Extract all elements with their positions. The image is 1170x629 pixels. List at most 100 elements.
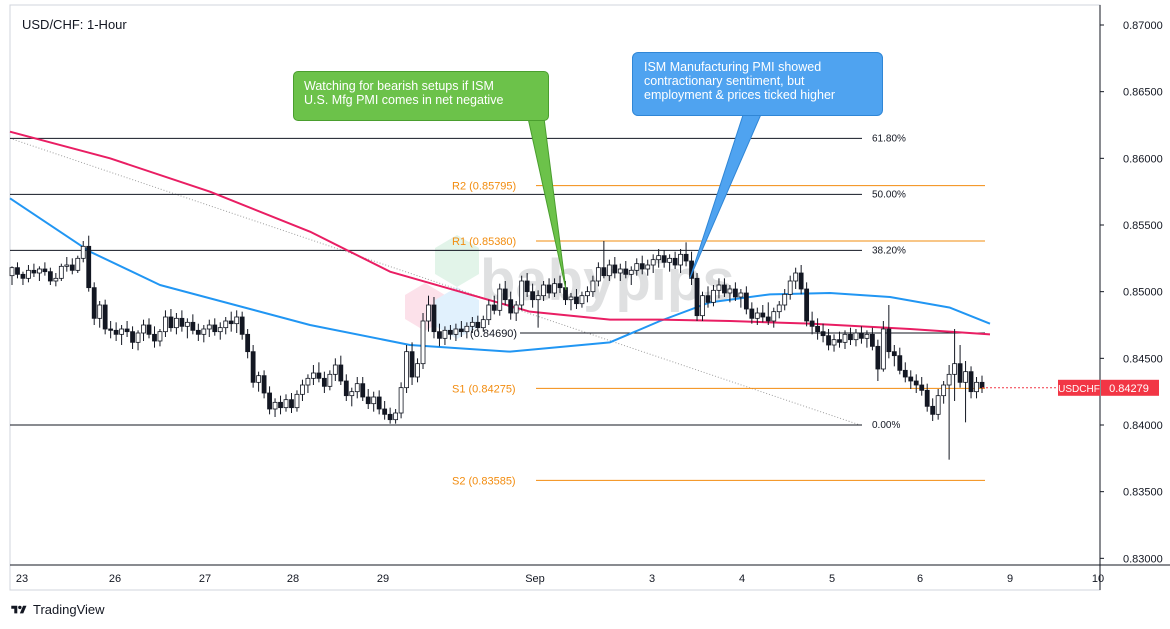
candle <box>157 329 163 347</box>
candle <box>732 282 738 301</box>
blue-annotation-line: contractionary sentiment, but <box>644 74 805 88</box>
candle <box>853 329 859 347</box>
candle <box>869 327 875 351</box>
candle <box>776 301 782 319</box>
candle-body <box>705 295 711 303</box>
candle <box>108 321 114 339</box>
candle-body <box>804 288 810 322</box>
candle-body <box>426 304 431 322</box>
blue-annotation-line: ISM Manufacturing PMI showed <box>644 60 822 74</box>
candle <box>738 289 744 308</box>
candle <box>924 383 930 412</box>
candle <box>37 266 42 281</box>
candle-body <box>935 395 941 415</box>
candle-body <box>26 269 31 279</box>
candle <box>519 275 525 311</box>
candle-body <box>541 284 546 297</box>
candle-body <box>58 265 64 279</box>
tradingview-footer[interactable]: TradingView <box>10 602 105 617</box>
candle-body <box>771 311 777 322</box>
candle-body <box>289 399 294 409</box>
price-tick-label: 0.86000 <box>1123 153 1163 165</box>
candle-body <box>617 268 623 274</box>
candle <box>305 374 311 393</box>
candle <box>179 310 185 332</box>
candle-body <box>371 396 377 405</box>
candle-body <box>606 264 612 277</box>
candle-body <box>574 296 579 305</box>
candle-body <box>853 332 859 341</box>
price-tick-label: 0.84500 <box>1123 353 1163 365</box>
candle-body <box>974 381 979 393</box>
candle <box>672 251 678 269</box>
candle <box>58 263 64 281</box>
candle <box>711 285 716 307</box>
candle <box>47 267 53 285</box>
candle-body <box>475 321 481 329</box>
candle-body <box>793 272 799 282</box>
candle <box>513 301 519 321</box>
candle-body <box>256 375 262 383</box>
candle-body <box>749 308 755 319</box>
candle-body <box>869 333 875 347</box>
candle <box>842 330 848 349</box>
candle-body <box>174 317 179 329</box>
candle-body <box>782 293 788 306</box>
candle <box>897 347 903 375</box>
candle-body <box>146 324 152 335</box>
candle <box>283 394 289 412</box>
candle <box>398 382 404 419</box>
pivot-level-label: R2 (0.85795) <box>452 181 516 193</box>
candle <box>311 365 316 385</box>
candle-body <box>634 263 640 271</box>
candle <box>152 326 157 348</box>
candle <box>585 286 590 303</box>
candle <box>771 307 777 328</box>
candle <box>294 390 300 412</box>
candle-body <box>267 392 272 410</box>
candle <box>623 261 629 279</box>
candle-body <box>585 291 590 297</box>
candle <box>393 409 399 424</box>
candle <box>119 325 125 345</box>
candle-body <box>305 377 311 386</box>
candle <box>497 283 503 316</box>
candle-body <box>837 339 842 343</box>
candle-body <box>842 333 848 343</box>
last-price-tag <box>1101 379 1159 396</box>
candle-body <box>601 267 607 277</box>
green-annotation-line: U.S. Mfg PMI comes in net negative <box>304 93 504 107</box>
candle-body <box>864 333 870 339</box>
candle <box>184 318 190 339</box>
candle <box>765 302 771 325</box>
candle-body <box>311 372 316 379</box>
candle <box>86 235 92 292</box>
candle-body <box>442 329 448 339</box>
candle <box>941 381 947 404</box>
fib-level-label: 38.20% <box>872 245 906 256</box>
price-tick-label: 0.87000 <box>1123 20 1163 32</box>
price-tick-label: 0.85500 <box>1123 220 1163 232</box>
candle-body <box>349 391 355 397</box>
candle-body <box>957 363 963 383</box>
candle <box>535 290 541 328</box>
candle-body <box>453 328 459 335</box>
candle <box>782 289 788 311</box>
candle <box>557 275 563 293</box>
candle <box>935 389 941 420</box>
candle-body <box>891 351 897 357</box>
candle <box>20 271 26 285</box>
pivot-level-label: S2 (0.83585) <box>452 475 516 487</box>
candle-body <box>683 253 689 262</box>
candle <box>820 323 826 343</box>
candle-body <box>941 384 947 397</box>
price-tick-label: 0.84000 <box>1123 420 1163 432</box>
candle <box>163 310 168 337</box>
time-tick-label: 23 <box>16 573 28 585</box>
candle <box>480 315 486 332</box>
candle-body <box>908 376 914 382</box>
candle <box>716 278 722 299</box>
candle-body <box>491 304 497 311</box>
time-tick-label: 6 <box>917 573 923 585</box>
